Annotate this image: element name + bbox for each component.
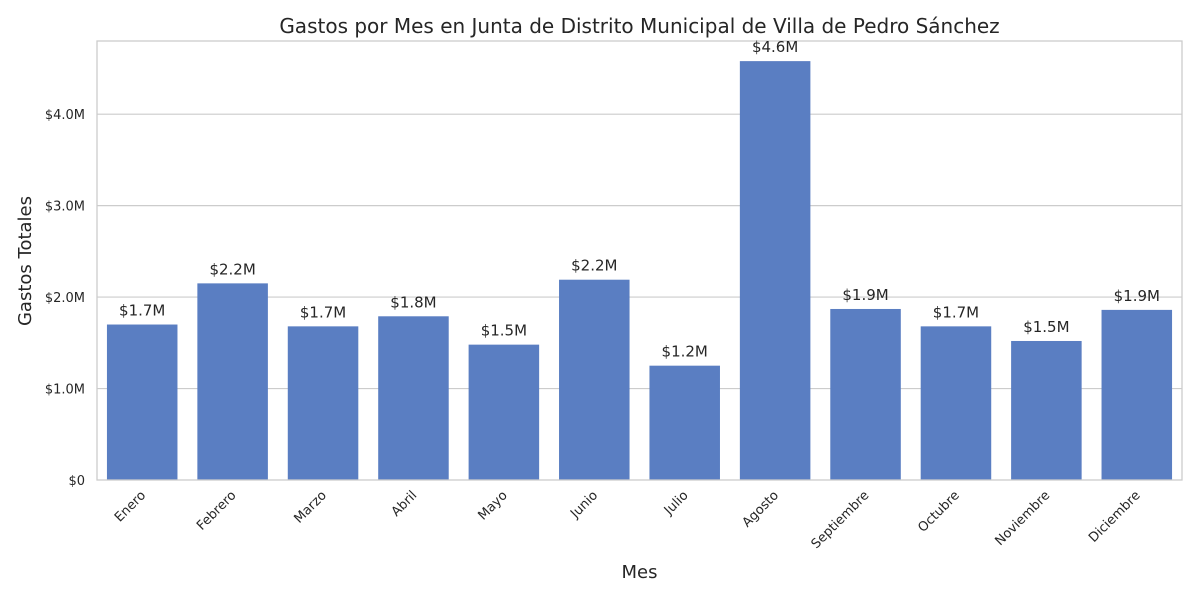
data-label: $2.2M	[571, 257, 617, 275]
bar	[378, 316, 449, 480]
x-tick-label: Agosto	[740, 488, 782, 530]
x-tick-label: Julio	[661, 488, 692, 519]
data-labels: $1.7M $2.2M $1.7M $1.8M $1.5M $2.2M $1.2M $4.6M…	[119, 38, 1160, 361]
data-label: $1.5M	[1023, 318, 1069, 336]
bar	[739, 61, 811, 480]
y-tick-label: $3.0M	[45, 200, 85, 215]
y-tick-label: $1.0M	[45, 383, 85, 398]
data-label: $1.8M	[390, 293, 436, 311]
x-tick-label: Febrero	[194, 488, 239, 533]
bar	[920, 326, 992, 480]
x-tick-labels: Enero Febrero Marzo Abril Mayo Junio Julio Agos…	[112, 488, 1144, 552]
data-label: $1.7M	[119, 302, 165, 320]
data-label: $1.5M	[481, 322, 527, 340]
bar	[830, 308, 901, 480]
data-label: $1.7M	[300, 303, 346, 321]
y-tick-labels: $0 $1.0M $2.0M $3.0M $4.0M	[45, 108, 85, 489]
bar	[287, 326, 359, 480]
y-tick-label: $0	[68, 474, 85, 489]
x-tick-label: Abril	[389, 488, 421, 520]
x-tick-label: Octubre	[915, 488, 962, 535]
data-label: $1.2M	[662, 343, 708, 361]
bar	[468, 344, 540, 480]
data-label: $4.6M	[752, 38, 798, 56]
y-tick-label: $2.0M	[45, 291, 85, 306]
data-label: $1.7M	[933, 303, 979, 321]
x-tick-label: Noviembre	[992, 488, 1053, 549]
gridlines	[97, 113, 1182, 390]
bar	[197, 283, 268, 480]
x-tick-label: Mayo	[475, 488, 510, 523]
bar	[559, 279, 630, 480]
bar	[1011, 340, 1082, 480]
bar	[649, 365, 720, 480]
x-tick-label: Diciembre	[1086, 488, 1144, 546]
data-label: $1.9M	[1114, 287, 1160, 305]
x-tick-label: Enero	[112, 488, 149, 525]
x-tick-label: Marzo	[291, 488, 329, 526]
plot-frame	[96, 40, 1183, 481]
x-tick-label: Junio	[567, 488, 601, 522]
x-tick-label: Septiembre	[809, 488, 873, 552]
data-label: $1.9M	[842, 286, 888, 304]
y-tick-label: $4.0M	[45, 108, 85, 123]
chart-title: Gastos por Mes en Junta de Distrito Muni…	[279, 14, 999, 38]
y-axis-label: Gastos Totales	[15, 196, 36, 326]
bar	[1101, 309, 1173, 480]
data-label: $2.2M	[209, 260, 255, 278]
bar	[106, 324, 178, 480]
bars	[106, 61, 1173, 480]
x-axis-label: Mes	[622, 562, 658, 583]
